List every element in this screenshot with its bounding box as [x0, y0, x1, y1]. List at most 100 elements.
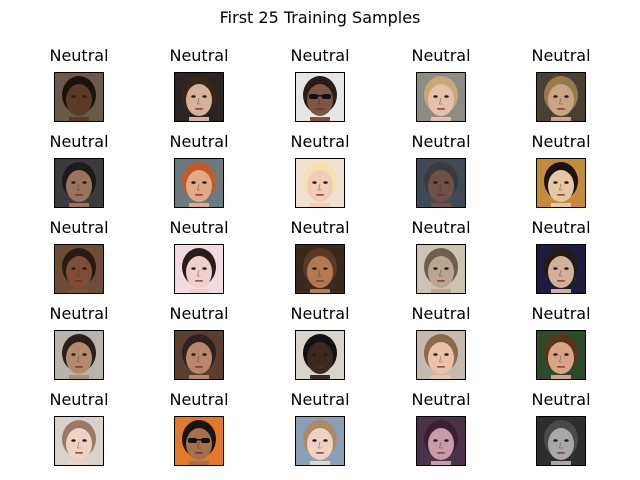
sample-label: Neutral	[411, 46, 471, 65]
sample-cell: Neutral	[139, 132, 259, 212]
sample-label: Neutral	[169, 46, 229, 65]
sample-cell: Neutral	[501, 390, 621, 470]
face-image	[417, 159, 465, 207]
face-image	[417, 417, 465, 465]
sample-label: Neutral	[531, 304, 591, 323]
sample-cell: Neutral	[381, 46, 501, 126]
sample-label: Neutral	[290, 218, 350, 237]
face-thumbnail	[54, 244, 104, 294]
face-thumbnail	[416, 416, 466, 466]
face-thumbnail	[536, 244, 586, 294]
face-image	[417, 73, 465, 121]
face-thumbnail	[416, 330, 466, 380]
face-thumbnail	[174, 72, 224, 122]
sample-label: Neutral	[49, 218, 109, 237]
face-thumbnail	[174, 158, 224, 208]
sample-label: Neutral	[169, 304, 229, 323]
sample-cell: Neutral	[139, 304, 259, 384]
face-thumbnail	[174, 416, 224, 466]
face-thumbnail	[295, 158, 345, 208]
sample-label: Neutral	[531, 218, 591, 237]
sample-cell: Neutral	[501, 46, 621, 126]
face-image	[296, 73, 344, 121]
sample-label: Neutral	[290, 390, 350, 409]
face-image	[175, 73, 223, 121]
sample-label: Neutral	[411, 218, 471, 237]
sample-cell: Neutral	[260, 390, 380, 470]
face-image	[296, 417, 344, 465]
face-thumbnail	[536, 158, 586, 208]
face-image	[175, 245, 223, 293]
sample-cell: Neutral	[381, 218, 501, 298]
sample-label: Neutral	[290, 132, 350, 151]
face-thumbnail	[54, 330, 104, 380]
face-thumbnail	[295, 416, 345, 466]
face-image	[537, 245, 585, 293]
face-image	[296, 159, 344, 207]
sample-label: Neutral	[411, 390, 471, 409]
sample-cell: Neutral	[19, 46, 139, 126]
figure-title: First 25 Training Samples	[219, 8, 421, 27]
sample-label: Neutral	[49, 390, 109, 409]
sample-label: Neutral	[531, 46, 591, 65]
face-thumbnail	[54, 72, 104, 122]
face-thumbnail	[54, 416, 104, 466]
face-thumbnail	[416, 244, 466, 294]
face-image	[537, 159, 585, 207]
face-image	[55, 245, 103, 293]
sample-cell: Neutral	[381, 132, 501, 212]
face-thumbnail	[536, 416, 586, 466]
face-thumbnail	[174, 244, 224, 294]
sample-label: Neutral	[531, 132, 591, 151]
sample-cell: Neutral	[381, 390, 501, 470]
face-image	[296, 331, 344, 379]
face-image	[537, 73, 585, 121]
sample-cell: Neutral	[260, 218, 380, 298]
face-thumbnail	[295, 244, 345, 294]
sample-label: Neutral	[531, 390, 591, 409]
face-image	[175, 417, 223, 465]
face-thumbnail	[295, 72, 345, 122]
sample-label: Neutral	[49, 304, 109, 323]
face-thumbnail	[536, 330, 586, 380]
face-thumbnail	[295, 330, 345, 380]
face-image	[55, 417, 103, 465]
face-thumbnail	[416, 72, 466, 122]
face-thumbnail	[536, 72, 586, 122]
face-thumbnail	[54, 158, 104, 208]
sample-cell: Neutral	[260, 304, 380, 384]
face-image	[55, 73, 103, 121]
sample-cell: Neutral	[501, 304, 621, 384]
sample-cell: Neutral	[381, 304, 501, 384]
sample-cell: Neutral	[139, 218, 259, 298]
sample-cell: Neutral	[501, 132, 621, 212]
face-image	[55, 159, 103, 207]
face-image	[296, 245, 344, 293]
face-image	[175, 331, 223, 379]
sample-label: Neutral	[169, 390, 229, 409]
sample-cell: Neutral	[139, 46, 259, 126]
face-image	[55, 331, 103, 379]
sample-label: Neutral	[169, 132, 229, 151]
face-image	[537, 331, 585, 379]
sample-cell: Neutral	[19, 304, 139, 384]
face-image	[175, 159, 223, 207]
sample-cell: Neutral	[260, 132, 380, 212]
sample-cell: Neutral	[501, 218, 621, 298]
sample-label: Neutral	[49, 132, 109, 151]
sample-cell: Neutral	[19, 132, 139, 212]
sample-label: Neutral	[290, 46, 350, 65]
sample-cell: Neutral	[19, 218, 139, 298]
face-image	[417, 245, 465, 293]
sample-label: Neutral	[411, 132, 471, 151]
sample-label: Neutral	[169, 218, 229, 237]
face-thumbnail	[416, 158, 466, 208]
face-thumbnail	[174, 330, 224, 380]
sample-label: Neutral	[49, 46, 109, 65]
sample-cell: Neutral	[139, 390, 259, 470]
face-image	[537, 417, 585, 465]
sample-label: Neutral	[411, 304, 471, 323]
sample-cell: Neutral	[260, 46, 380, 126]
sample-label: Neutral	[290, 304, 350, 323]
face-image	[417, 331, 465, 379]
